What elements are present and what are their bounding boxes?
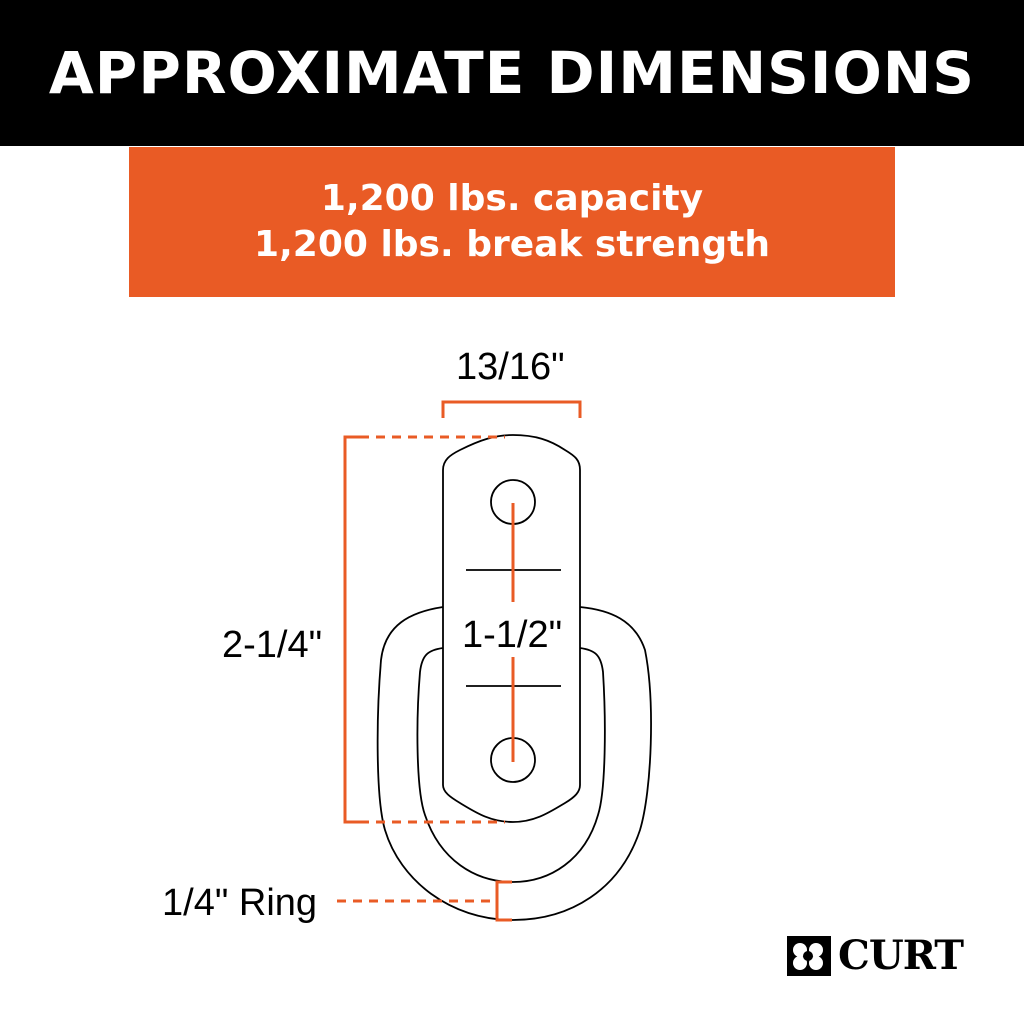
width-label: 13/16" [456,346,565,388]
height-label: 2-1/4" [222,624,323,666]
hole-spacing-label: 1-1/2" [462,614,563,657]
ring-inner [416,647,606,883]
break-strength-text: 1,200 lbs. break strength [254,224,770,265]
page-title: APPROXIMATE DIMENSIONS [48,39,976,107]
curt-logo-icon [787,935,831,976]
height-bracket [343,435,360,824]
ring-outer [376,606,652,921]
title-bar: APPROXIMATE DIMENSIONS [0,0,1024,146]
ring-label: 1/4" Ring [162,882,318,924]
width-bracket [441,400,582,418]
ring-bracket [495,880,512,922]
brand-name: CURT [838,932,964,979]
spec-banner: 1,200 lbs. capacity 1,200 lbs. break str… [129,147,895,297]
curt-logo: CURT [786,932,964,979]
capacity-text: 1,200 lbs. capacity [320,178,704,219]
